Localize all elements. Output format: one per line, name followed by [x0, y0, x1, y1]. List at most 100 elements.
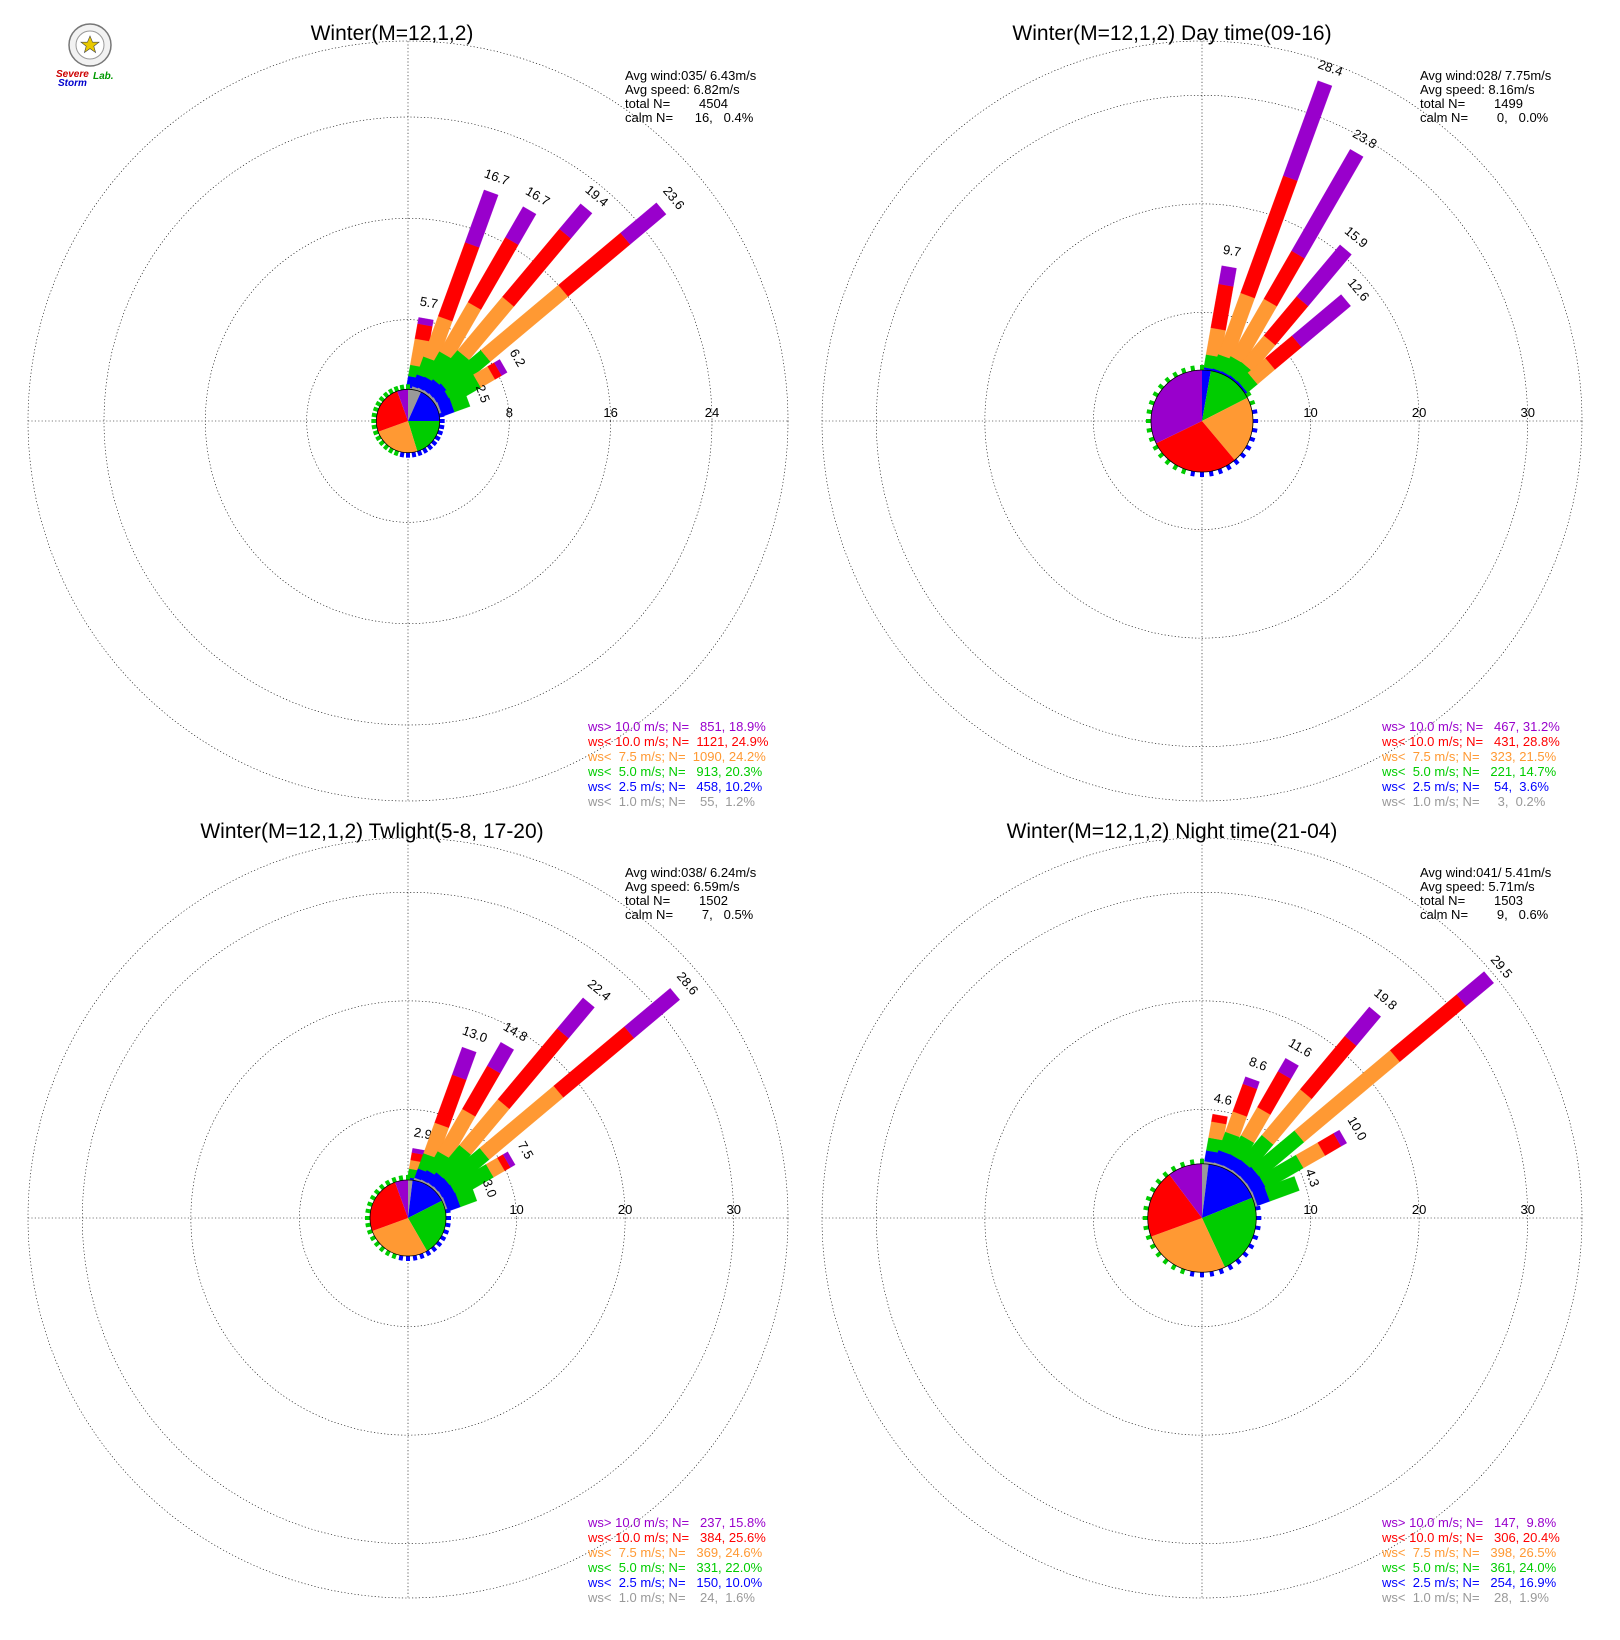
legend-entry: ws> 10.0 m/s; N= 237, 15.8%: [587, 1515, 766, 1530]
minor-petal: [393, 450, 400, 457]
legend-entry: ws< 5.0 m/s; N= 361, 24.0%: [1381, 1560, 1557, 1575]
chart-title: Winter(M=12,1,2): [311, 22, 474, 45]
minor-petal: [419, 1253, 425, 1260]
ring-10: [1093, 312, 1311, 530]
petal-total-label: 28.4: [1316, 56, 1345, 79]
minor-petal: [1255, 1205, 1261, 1211]
minor-petal: [430, 439, 438, 447]
minor-petal: [1189, 1271, 1195, 1277]
minor-petal: [439, 1235, 447, 1242]
ring-10: [299, 1109, 517, 1327]
petal-total-label: 16.7: [482, 166, 511, 189]
minor-petal: [425, 1249, 432, 1257]
minor-petal: [373, 1240, 381, 1248]
minor-petal: [1242, 1251, 1249, 1258]
minor-petal: [1146, 409, 1153, 415]
petal-total-label: 19.8: [1371, 985, 1400, 1013]
minor-petal: [1152, 444, 1159, 451]
minor-petal: [435, 1240, 443, 1248]
minor-petal: [1179, 1268, 1186, 1275]
minor-petal: [371, 412, 378, 418]
windrose-panel-3: 10 20 30 2.9 13.0 14.8 22.4 28.6 7.5 3.0 Winter(M=…: [27, 820, 789, 1605]
minor-petal: [1190, 470, 1196, 477]
pie-slice: [1202, 1197, 1257, 1268]
petal-total-label: 14.8: [501, 1019, 530, 1045]
pie-slice: [1202, 1164, 1253, 1218]
ring-30: [875, 891, 1529, 1545]
petal-total-label: 4.3: [1302, 1167, 1322, 1189]
petal-segment: [417, 317, 434, 327]
logo-text-severe: Severe: [56, 69, 89, 80]
petal-segment: [1218, 265, 1237, 287]
minor-petal: [1180, 367, 1187, 374]
minor-petal: [1157, 383, 1165, 390]
minor-petal: [1251, 409, 1258, 415]
petal-total-label: 8.6: [1247, 1054, 1269, 1074]
lab-logo: Severe Storm Lab.: [56, 23, 114, 89]
petal-total-label: 4.6: [1213, 1090, 1233, 1108]
minor-petal: [382, 443, 390, 451]
petal-segment: [414, 323, 433, 342]
minor-petal: [371, 424, 378, 430]
legend-entry: ws< 5.0 m/s; N= 913, 20.3%: [587, 764, 763, 779]
chart-title: Winter(M=12,1,2) Twlight(5-8, 17-20): [200, 820, 543, 843]
ring-8: [306, 319, 510, 523]
ring-tick-label: 30: [1520, 405, 1534, 420]
ring-16: [205, 218, 611, 624]
petal-total-label: 29.5: [1488, 952, 1516, 981]
minor-petal: [375, 435, 382, 442]
legend-entry: ws< 10.0 m/s; N= 384, 25.6%: [587, 1530, 766, 1545]
legend-entry: ws< 5.0 m/s; N= 221, 14.7%: [1381, 764, 1557, 779]
minor-petal: [1227, 1264, 1234, 1271]
minor-petal: [422, 447, 429, 454]
ring-tick-label: 8: [506, 405, 513, 420]
pie-slice: [370, 1182, 408, 1231]
petal-segment: [505, 206, 537, 246]
logo-text-lab: Lab.: [93, 71, 114, 82]
minor-petal: [1172, 371, 1179, 378]
petal-segment: [449, 392, 471, 413]
petal-segment: [487, 1041, 515, 1074]
legend-entry: ws< 7.5 m/s; N= 369, 24.6%: [587, 1545, 763, 1560]
minor-petal: [373, 1188, 381, 1196]
petal-segment: [1333, 1129, 1348, 1147]
minor-petal: [1162, 1258, 1169, 1265]
ring-24: [103, 116, 713, 726]
pie-slice: [1202, 397, 1254, 461]
petal-total-label: 23.6: [660, 183, 688, 212]
stats-line: Avg wind:035/ 6.43m/s: [625, 68, 757, 83]
legend-entry: ws< 10.0 m/s; N= 306, 20.4%: [1381, 1530, 1560, 1545]
minor-petal: [382, 391, 390, 399]
outer-ring: [27, 837, 789, 1599]
pie-slice: [1147, 1174, 1202, 1237]
minor-petal: [412, 1255, 418, 1261]
minor-petal: [378, 1245, 386, 1253]
ring-10: [1093, 1109, 1311, 1327]
minor-petal: [1249, 399, 1256, 406]
ring-tick-label: 20: [618, 1202, 632, 1217]
petal-segment: [556, 997, 595, 1039]
ring-tick-label: 20: [1412, 405, 1426, 420]
minor-petal: [399, 384, 405, 391]
minor-petal: [387, 447, 394, 454]
ring-tick-label: 24: [705, 405, 719, 420]
minor-petal: [1255, 1225, 1261, 1231]
minor-petal: [1149, 1186, 1156, 1193]
chart-title: Winter(M=12,1,2) Day time(09-16): [1012, 22, 1331, 45]
petal-segment: [1296, 244, 1352, 307]
minor-petal: [384, 1179, 391, 1187]
petal-segment: [455, 1186, 478, 1208]
minor-petal: [1245, 444, 1252, 451]
minor-petal: [1190, 365, 1196, 372]
minor-petal: [1155, 1251, 1162, 1258]
minor-petal: [1218, 1268, 1225, 1275]
pie-slice: [1169, 1163, 1202, 1218]
pie-slice: [1156, 421, 1235, 473]
petal-segment: [1277, 1057, 1299, 1080]
ring-20: [984, 203, 1420, 639]
petal-total-label: 3.0: [480, 1177, 500, 1199]
ring-20: [190, 1000, 626, 1436]
ring-30: [875, 94, 1529, 748]
minor-petal: [426, 443, 434, 451]
minor-petal: [445, 1208, 451, 1214]
